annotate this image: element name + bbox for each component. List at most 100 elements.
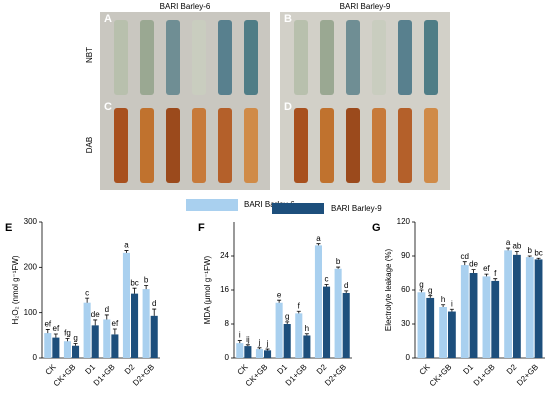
error-bar [73,343,78,346]
error-bar [536,257,541,260]
row-title: DAB [85,137,94,153]
significance-letter: h [441,295,445,304]
leaf [192,108,206,183]
significance-letter: de [469,260,478,269]
x-tick-label: D1 [461,362,475,376]
bar [91,325,99,358]
bar [482,276,491,358]
leaf [244,20,258,95]
x-tick-label: D1 [275,362,289,376]
significance-letter: f [298,301,301,310]
significance-letter: g [285,312,289,321]
y-tick-label: 0 [33,353,38,362]
significance-letter: e [277,290,282,299]
bar [83,302,91,358]
col-title: BARI Barley-6 [160,2,211,11]
leaf [114,20,128,95]
significance-letter: ef [112,319,119,328]
y-tick-label: 90 [401,251,410,260]
col-title: BARI Barley-9 [340,2,391,11]
leaf [424,108,438,183]
y-tick-label: 300 [24,217,38,226]
bar [469,273,478,358]
significance-letter: d [344,281,348,290]
bar [439,307,447,358]
leaf [218,108,232,183]
error-bar [245,344,250,347]
significance-letter: c [325,275,329,284]
bar [448,311,456,358]
error-bar [324,284,329,287]
y-axis-label: Electrolyte leakage (%) [384,249,393,332]
significance-letter: de [91,310,100,319]
significance-letter: fg [64,329,71,338]
leaf [140,108,154,183]
leaf [398,108,412,183]
leaf [166,20,180,95]
significance-letter: a [124,241,129,250]
bar [122,252,130,358]
bar [244,346,252,358]
bar [72,345,80,358]
x-tick-label: CK [418,362,433,377]
significance-letter: ij [246,335,250,344]
bar [264,350,272,358]
error-bar [132,287,137,294]
significance-letter: cd [461,252,469,261]
y-tick-label: 8 [225,319,230,328]
bar [534,259,543,358]
y-tick-label: 16 [220,285,229,294]
significance-letter: i [451,299,453,308]
x-tick-label: CK [236,362,251,377]
bar [275,302,283,358]
error-bar [124,250,129,253]
error-bar [506,247,511,251]
error-bar [65,338,70,342]
row-title: NBT [85,47,94,63]
significance-letter: g [428,286,432,295]
error-bar [462,261,467,266]
y-tick-label: 120 [397,217,411,226]
error-bar [257,347,262,350]
y-tick-label: 0 [406,353,411,362]
leaf [244,108,258,183]
significance-letter: a [316,234,321,243]
error-bar [484,273,489,277]
leaf [166,108,180,183]
error-bar [336,266,341,269]
error-bar [527,255,532,258]
error-bar [265,348,270,351]
significance-letter: f [494,269,497,278]
x-tick-label: D2+GB [515,363,540,388]
leaf [320,20,334,95]
error-bar [304,333,309,336]
bar [295,313,303,358]
bar [150,315,158,358]
panel-label: C [104,101,112,113]
x-tick-label: D2+GB [131,363,156,388]
leaf [140,20,154,95]
error-bar [45,329,50,334]
x-tick-label: D2 [315,362,329,376]
bar [504,250,512,358]
significance-letter: a [506,238,511,247]
leaf [372,108,386,183]
error-bar [277,299,282,303]
bar [236,343,244,358]
error-bar [441,304,446,307]
leaf [372,20,386,95]
bar [44,333,52,358]
y-axis-label: H₂O₂ (nmol g⁻¹FW) [11,255,20,324]
x-tick-label: D2 [123,362,137,376]
panel-label: B [284,13,292,25]
leaf [424,20,438,95]
error-bar [316,243,321,246]
leaf [346,20,360,95]
x-tick-label: D1+GB [472,363,497,388]
significance-letter: i [239,331,241,340]
bar [334,268,342,358]
y-tick-label: 24 [220,251,229,260]
bar [525,257,534,358]
y-tick-label: 0 [225,353,230,362]
panel-label: E [5,222,12,234]
